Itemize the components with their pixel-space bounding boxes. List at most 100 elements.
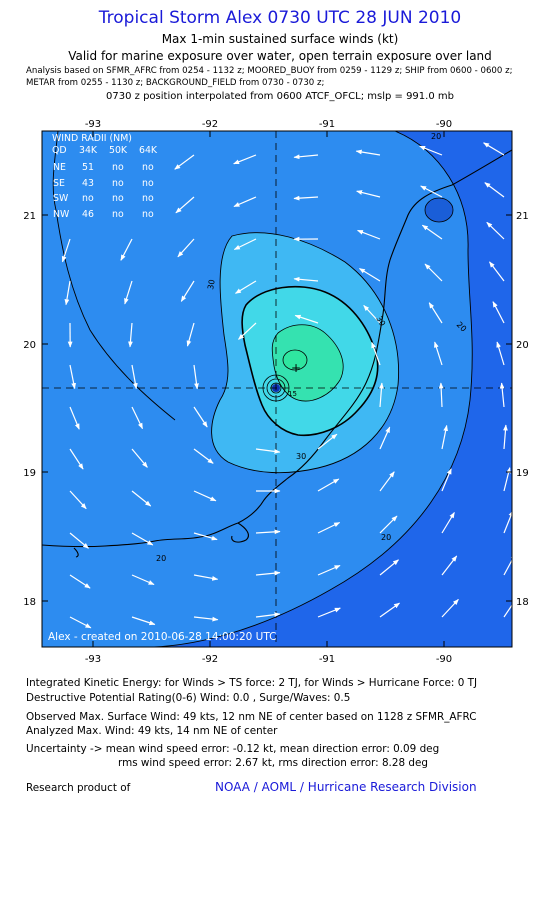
contour-30 (211, 232, 399, 474)
center-crosshair (42, 131, 512, 647)
contour-label: 20 (431, 132, 441, 141)
lon-tick-bottom: -93 (85, 654, 101, 665)
wind-vector-arrow (492, 301, 505, 324)
lat-tick-left: 18 (23, 597, 36, 608)
wind-vector-arrow (486, 221, 505, 240)
coastal-islet (73, 547, 79, 558)
wind-vector-arrow (294, 314, 319, 324)
wind-vector-arrow (379, 515, 398, 534)
wind-vector-arrow (193, 532, 218, 541)
wind-vector-arrow (379, 471, 395, 492)
wind-vector-arrow (131, 364, 138, 390)
wind-vector-arrow (419, 145, 443, 156)
wind-vector-arrow (317, 433, 338, 450)
contour-label: 30 (374, 315, 387, 328)
wind-radii-cell: no (112, 162, 124, 173)
wind-radii-cell: 43 (82, 178, 94, 189)
research-label: Research product of (26, 782, 131, 794)
contours (52, 131, 473, 647)
wind-vector-arrow (424, 263, 443, 282)
contour-label: 30 (296, 452, 306, 461)
lon-tick-bottom: -92 (202, 654, 218, 665)
credit-link[interactable]: NOAA / AOML / Hurricane Research Divisio… (215, 780, 477, 794)
wind-vector-arrow (193, 364, 199, 390)
wind-radii-header: 50K (109, 145, 128, 156)
wind-radii-cell: no (112, 178, 124, 189)
wind-vector-arrow (438, 382, 444, 408)
ike-line: Integrated Kinetic Energy: for Winds > T… (26, 677, 478, 689)
wind-radii-header: 34K (79, 145, 98, 156)
contour-label: 30 (206, 279, 217, 291)
wind-radii-cell: 51 (82, 162, 94, 173)
wind-vector-arrow (177, 238, 195, 258)
wind-vector-arrow (358, 267, 381, 282)
observed-max-line: Observed Max. Surface Wind: 49 kts, 12 n… (26, 711, 477, 723)
created-stamp: Alex - created on 2010-06-28 14:00:20 UT… (48, 631, 276, 643)
contour-low (424, 197, 454, 223)
wind-vector-arrow (124, 280, 133, 305)
wind-vector-arrow (233, 238, 257, 251)
contour-20-outer (130, 131, 473, 647)
wind-vector-arrow (131, 574, 155, 586)
wind-vector-arrow (193, 406, 208, 428)
wind-vector-arrow (69, 490, 87, 510)
contour-40 (241, 285, 379, 437)
wind-vector-arrow (484, 182, 505, 198)
wind-vector-arrow (356, 190, 381, 198)
map-frame (41, 130, 513, 648)
uncertainty-line1: Uncertainty -> mean wind speed error: -0… (26, 743, 440, 755)
wind-radii-cell: NE (53, 162, 66, 173)
low-patch (425, 198, 453, 222)
wind-vector-arrow (233, 154, 257, 165)
wind-vector-arrow (175, 196, 195, 214)
wind-vectors (61, 142, 518, 629)
wind-radii-header: 64K (139, 145, 158, 156)
wind-vector-arrow (363, 304, 381, 324)
wind-vector-arrow (503, 597, 518, 618)
wind-vector-arrow (379, 426, 391, 450)
wind-vector-arrow (233, 196, 257, 208)
wind-vector-arrow (255, 570, 281, 576)
wind-radii-cell: no (112, 193, 124, 204)
contour-label: 20 (381, 533, 391, 542)
wind-vector-arrow (255, 448, 281, 454)
wind-vector-arrow (499, 382, 505, 408)
wind-vector-arrow (69, 532, 89, 549)
wind-radii-cell: no (112, 209, 124, 220)
lon-tick-top: -92 (202, 119, 218, 130)
yucatan-coast (42, 149, 512, 548)
wind-vector-arrow (131, 406, 144, 430)
wind-vector-arrow (186, 322, 195, 347)
wind-vector-arrow (131, 448, 148, 468)
contour-labels: 20 30 30 30 20 20 20 15 (156, 132, 468, 563)
wind-vector-arrow (174, 154, 195, 170)
wind-radii-cell: no (82, 193, 94, 204)
wind-vector-arrow (441, 555, 458, 576)
wind-vector-arrow (441, 424, 448, 450)
wind-radii-cell: SW (53, 193, 68, 204)
wind-radii-cell: no (142, 178, 154, 189)
band-45 (272, 324, 344, 402)
wind-vector-arrow (503, 510, 514, 534)
analyzed-max-marker: + (291, 361, 301, 375)
credit-link-text[interactable]: NOAA / AOML / Hurricane Research Divisio… (215, 780, 477, 794)
lat-tick-left: 19 (23, 468, 36, 479)
wind-vector-arrow (317, 607, 341, 618)
wind-vector-arrow (317, 564, 341, 576)
wind-vector-arrow (441, 468, 452, 492)
map-title: Tropical Storm Alex 0730 UTC 28 JUN 2010 (98, 8, 462, 28)
wind-vector-arrow (496, 341, 505, 366)
analysis-sources-line1: Analysis based on SFMR_AFRC from 0254 - … (26, 66, 513, 76)
lat-tick-left: 21 (23, 211, 36, 222)
lat-tick-right: 18 (516, 597, 529, 608)
lon-tick-top: -93 (85, 119, 101, 130)
lon-tick-bottom: -90 (436, 654, 452, 665)
wind-vector-arrow (421, 224, 443, 240)
wind-vector-arrow (357, 229, 381, 240)
wind-vector-arrow (379, 559, 399, 576)
dpr-line: Destructive Potential Rating(0-6) Wind: … (26, 692, 351, 704)
wind-vector-arrow (503, 553, 516, 576)
wind-radii-cell: no (142, 162, 154, 173)
wind-vector-arrow (234, 280, 257, 294)
wind-vector-arrow (489, 261, 505, 282)
